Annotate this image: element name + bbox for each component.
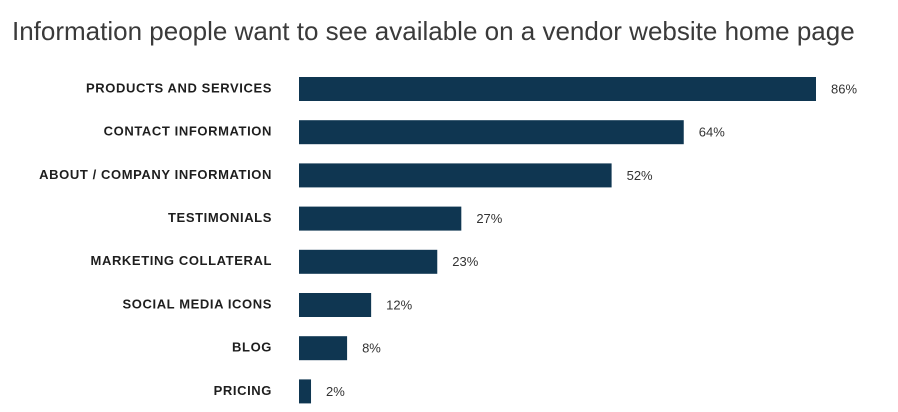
- category-label: PRODUCTS AND SERVICES: [86, 80, 272, 95]
- bar: [299, 379, 312, 404]
- category-label: ABOUT / COMPANY INFORMATION: [39, 167, 272, 182]
- category-label: MARKETING COLLATERAL: [91, 253, 272, 268]
- value-label: 23%: [452, 254, 478, 269]
- category-label: CONTACT INFORMATION: [104, 124, 272, 139]
- value-label: 12%: [386, 297, 412, 312]
- value-label: 2%: [326, 384, 345, 399]
- bar: [299, 249, 438, 274]
- category-label: PRICING: [214, 383, 272, 398]
- value-label: 8%: [362, 341, 381, 356]
- category-label: SOCIAL MEDIA ICONS: [123, 296, 272, 311]
- value-label: 52%: [627, 168, 653, 183]
- value-label: 64%: [699, 125, 725, 140]
- bar: [299, 206, 462, 231]
- bar: [299, 293, 372, 317]
- bar: [299, 77, 816, 101]
- value-label: 27%: [476, 211, 502, 226]
- value-label: 86%: [831, 81, 857, 96]
- chart-title: Information people want to see available…: [12, 16, 855, 46]
- bar: [299, 163, 612, 188]
- category-label: BLOG: [232, 340, 272, 355]
- bar: [299, 336, 348, 361]
- bar: [299, 120, 684, 145]
- category-label: TESTIMONIALS: [168, 210, 272, 225]
